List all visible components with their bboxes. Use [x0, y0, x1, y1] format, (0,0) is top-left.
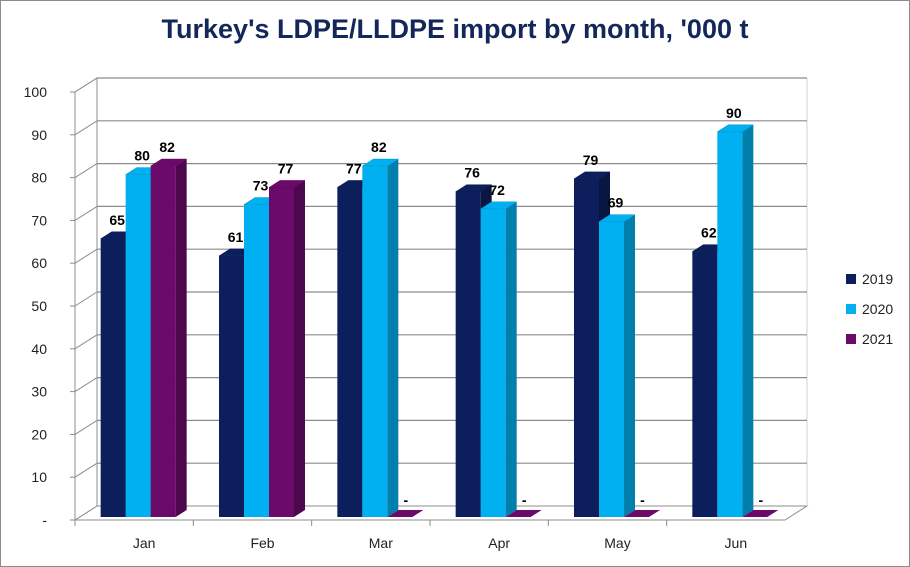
- x-tick-label: May: [604, 535, 630, 551]
- bar: [125, 174, 151, 517]
- y-tick-label: 80: [31, 170, 47, 186]
- bar-top: [573, 171, 611, 180]
- data-label: 69: [608, 195, 624, 211]
- data-label: 77: [346, 160, 362, 176]
- y-tick-label: 30: [31, 384, 47, 400]
- data-label: 90: [726, 105, 742, 121]
- y-tick-label: 40: [31, 341, 47, 357]
- chart-title: Turkey's LDPE/LLDPE import by month, '00…: [161, 14, 749, 44]
- bar: [717, 131, 743, 518]
- legend-label: 2019: [862, 271, 893, 287]
- bars: [99, 124, 779, 518]
- data-label: -: [758, 492, 763, 508]
- x-tick-label: Feb: [250, 535, 274, 551]
- legend: 2019 2020 2021: [846, 271, 893, 347]
- bar: [219, 255, 244, 518]
- y-tick-label: 90: [31, 127, 47, 143]
- gridline-side: [74, 419, 98, 435]
- y-tick-label: 10: [31, 469, 47, 485]
- data-label: 73: [253, 178, 269, 194]
- y-tick-label: 20: [31, 426, 47, 442]
- y-tick-label: -: [42, 512, 47, 528]
- bar: [337, 187, 363, 517]
- legend-label: 2021: [862, 331, 893, 347]
- data-label: 79: [583, 152, 599, 168]
- bar-side: [624, 214, 635, 517]
- bar-side: [294, 180, 305, 517]
- data-label: 80: [134, 148, 150, 164]
- y-tick-label: 70: [31, 212, 47, 228]
- bar: [150, 166, 176, 518]
- legend-swatch: [846, 304, 856, 314]
- data-label: 82: [159, 139, 175, 155]
- data-label: 76: [464, 165, 480, 181]
- data-labels: 65 80 82 61 73 77 77 82 - 76 72 - 79 69 - 62 90 -: [109, 105, 763, 508]
- bar-empty: [505, 510, 542, 517]
- gridline-side: [74, 205, 98, 221]
- legend-swatch: [846, 274, 856, 284]
- data-label: 65: [109, 212, 125, 228]
- gridline-side: [74, 462, 98, 478]
- bar: [692, 251, 718, 517]
- bar-top: [361, 158, 400, 167]
- bar: [599, 221, 624, 517]
- bar: [244, 204, 269, 517]
- bar-empty: [387, 510, 424, 517]
- data-label: 82: [371, 139, 387, 155]
- data-label: 62: [701, 225, 717, 241]
- bar-side: [742, 124, 754, 518]
- bar: [480, 208, 506, 517]
- bar: [362, 166, 388, 518]
- data-label: 77: [278, 160, 294, 176]
- bar: [100, 238, 126, 518]
- bar-side: [387, 159, 399, 518]
- data-label: -: [522, 492, 527, 508]
- bar-side: [175, 159, 187, 518]
- gridline-side: [74, 334, 98, 350]
- data-label: -: [640, 492, 645, 508]
- y-tick-label: 50: [31, 298, 47, 314]
- bar-top: [479, 201, 518, 210]
- bar-top: [598, 214, 636, 222]
- bar-top: [454, 184, 493, 192]
- bar-empty: [624, 510, 660, 517]
- gridline-side: [74, 120, 98, 136]
- bar-empty: [742, 510, 779, 517]
- x-tick-label: Jun: [725, 535, 748, 551]
- x-tick-label: Apr: [488, 535, 510, 551]
- y-axis: - 10 20 30 40 50 60 70 80 90 100: [24, 84, 75, 528]
- data-label: -: [403, 492, 408, 508]
- legend-swatch: [846, 334, 856, 344]
- y-tick-label: 60: [31, 255, 47, 271]
- x-tick-label: Jan: [133, 535, 156, 551]
- bar-top: [149, 158, 188, 167]
- data-label: 61: [228, 229, 244, 245]
- bar-side: [505, 201, 517, 517]
- y-tick-label: 100: [24, 84, 48, 100]
- legend-label: 2020: [862, 301, 893, 317]
- bar: [269, 187, 294, 517]
- bar-top: [716, 124, 755, 133]
- gridlines: [74, 77, 807, 478]
- data-label: 72: [489, 182, 505, 198]
- x-tick-label: Mar: [369, 535, 393, 551]
- bar: [574, 178, 599, 517]
- gridline-side: [74, 248, 98, 264]
- bar: [455, 191, 481, 517]
- gridline-side: [74, 77, 98, 93]
- gridline-side: [74, 163, 98, 179]
- gridline-side: [74, 377, 98, 393]
- gridline-side: [74, 291, 98, 307]
- x-axis: Jan Feb Mar Apr May Jun: [74, 520, 748, 551]
- bar-top: [268, 180, 306, 188]
